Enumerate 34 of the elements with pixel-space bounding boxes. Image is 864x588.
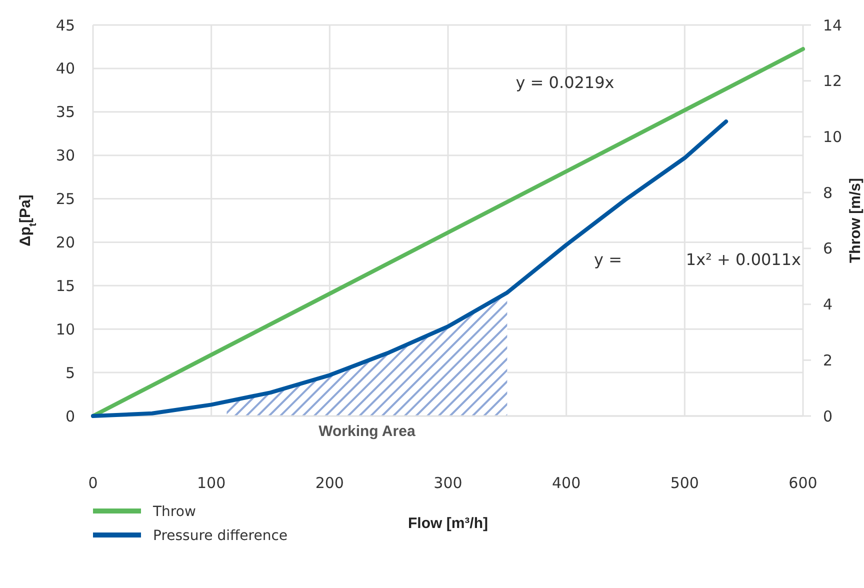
- y2-tick-label: 2: [823, 351, 833, 370]
- x-tick-label: 600: [788, 474, 818, 492]
- y-tick-label: 25: [56, 190, 75, 208]
- line-series: [91, 119, 728, 418]
- annotation: 1x² + 0.0011x: [686, 250, 801, 269]
- band-label: Working Area: [318, 423, 416, 440]
- x-axis-title: Flow [m³/h]: [408, 515, 488, 532]
- y-tick-label: 15: [56, 276, 75, 295]
- y-tick-label: 20: [56, 233, 75, 252]
- y-tick-label: 10: [56, 320, 75, 338]
- x-tick-label: 200: [315, 474, 344, 492]
- y2-tick-label: 6: [823, 240, 833, 258]
- y2-tick-label: 14: [823, 16, 842, 34]
- y-tick-label: 30: [56, 146, 75, 165]
- y2-tick-label: 12: [823, 72, 842, 90]
- y2-tick-label: 10: [823, 128, 842, 146]
- annotation: y =: [594, 250, 622, 269]
- x-tick-label: 100: [197, 474, 226, 492]
- legend-label: Throw: [152, 504, 196, 520]
- annotation: y = 0.0219x: [516, 73, 614, 92]
- y-tick-label: 35: [56, 103, 75, 122]
- y2-tick-label: 0: [823, 407, 833, 426]
- y2-axis-title: Throw [m/s]: [847, 178, 864, 263]
- y2-tick-label: 8: [823, 184, 833, 202]
- y2-tick-label: 4: [823, 296, 833, 314]
- y-tick-label: 5: [65, 364, 75, 382]
- x-tick-label: 0: [88, 474, 98, 492]
- x-tick-label: 300: [434, 474, 462, 492]
- y-tick-label: 45: [56, 16, 75, 34]
- y-tick-label: 40: [56, 60, 75, 78]
- x-tick-label: 500: [670, 474, 699, 492]
- y-tick-label: 0: [65, 407, 75, 426]
- x-tick-label: 400: [552, 474, 581, 492]
- legend-label: Pressure difference: [153, 528, 288, 544]
